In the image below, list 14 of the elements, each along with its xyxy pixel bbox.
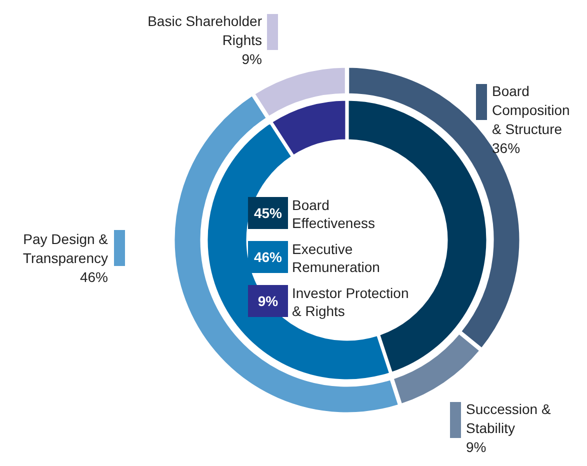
slice-label: Succession & Stability	[466, 401, 552, 436]
slice-label: Board Composition & Structure	[492, 83, 570, 137]
data-label: 46%	[80, 269, 108, 285]
legend-label: Executive Remuneration	[292, 241, 380, 275]
slice-label: Pay Design & Transparency	[22, 231, 109, 266]
data-label: 46%	[254, 249, 283, 265]
legend-label: Investor Protection & Rights	[292, 285, 409, 319]
data-label: 9%	[258, 293, 279, 309]
data-label: 45%	[254, 205, 283, 221]
data-label: 9%	[242, 51, 262, 67]
data-label: 36%	[492, 140, 520, 156]
data-label: 9%	[466, 439, 486, 455]
slice-label: Basic Shareholder Rights	[148, 13, 262, 48]
legend-label: Board Effectiveness	[292, 197, 376, 231]
